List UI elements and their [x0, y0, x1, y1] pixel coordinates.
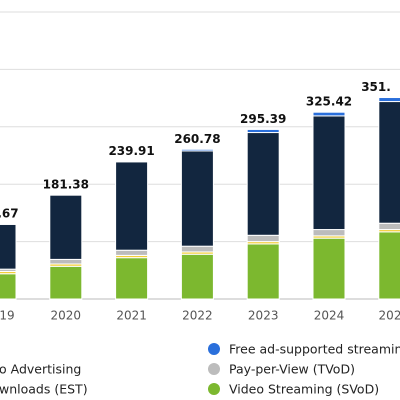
- bar-segment: [0, 268, 17, 272]
- total-label: 325.42: [306, 95, 352, 109]
- bar-segment: [180, 253, 214, 300]
- bar-segment: [115, 161, 149, 251]
- bar-segment: [115, 257, 149, 300]
- x-tick-label: 2024: [314, 309, 345, 323]
- bar-segment: [180, 148, 214, 152]
- bar-segment: [312, 115, 346, 231]
- total-label: 260.78: [174, 132, 220, 146]
- bar-segment: [115, 249, 149, 256]
- bar-segment: [378, 97, 400, 103]
- bar-segment: [378, 101, 400, 224]
- total-label: .67: [0, 206, 19, 220]
- legend-label: wnloads (EST): [0, 382, 88, 397]
- bar-segment: [115, 160, 149, 163]
- total-label: 295.39: [240, 112, 286, 126]
- x-tick-label: 202: [379, 309, 400, 323]
- legend-swatch: [208, 343, 220, 355]
- x-tick-label: 2021: [116, 309, 147, 323]
- x-tick-label: 2022: [182, 309, 213, 323]
- total-label: 351.: [361, 80, 391, 94]
- legend-label: o Advertising: [0, 362, 81, 377]
- bar-segment: [312, 229, 346, 237]
- bar-segment: [246, 132, 280, 236]
- total-label: 181.38: [43, 177, 89, 191]
- bar-segment: [49, 258, 83, 265]
- bar-segment: [246, 234, 280, 243]
- bar-segment: [49, 194, 83, 260]
- legend-swatch: [208, 363, 220, 375]
- bar-segment: [312, 237, 346, 300]
- total-label: 239.91: [108, 144, 154, 158]
- bar-segment: [0, 273, 17, 300]
- x-tick-label: 2023: [248, 309, 279, 323]
- bar-segment: [49, 265, 83, 300]
- x-tick-label: 19: [0, 309, 15, 323]
- bar-segment: [378, 222, 400, 231]
- bar-segment: [0, 270, 17, 275]
- bar-segment: [312, 111, 346, 117]
- bar-segment: [180, 245, 214, 253]
- bar-segment: [0, 223, 17, 270]
- bar-segment: [246, 243, 280, 300]
- legend-label: Pay-per-View (TVoD): [229, 362, 355, 377]
- bar-segment: [180, 150, 214, 247]
- legend-label: Video Streaming (SVoD): [229, 382, 379, 397]
- legend-swatch: [208, 383, 220, 395]
- bar-segment: [378, 231, 400, 300]
- legend-label: Free ad-supported streamin: [229, 342, 400, 357]
- bar-segment: [246, 128, 280, 134]
- x-tick-label: 2020: [51, 309, 82, 323]
